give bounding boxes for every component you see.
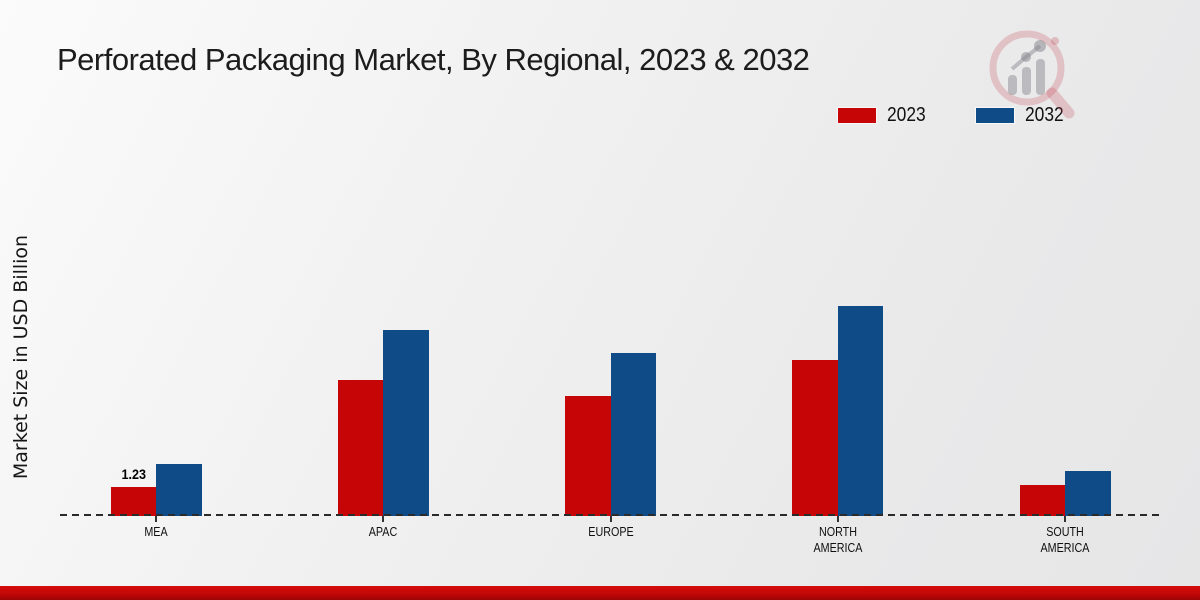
legend-label-2032: 2032	[1024, 104, 1064, 126]
bar-2032-apac	[383, 330, 429, 516]
footer-accent-band	[0, 586, 1200, 600]
bar-2023-south	[1019, 485, 1065, 516]
bar-2032-north	[837, 306, 884, 516]
x-tick-label-mea: MEA	[144, 525, 168, 539]
x-axis-tick-europe	[609, 516, 612, 522]
legend: 2023 2032	[838, 104, 1069, 127]
bar-2023-mea	[110, 487, 156, 516]
x-tick-label-south: SOUTH AMERICA	[1040, 525, 1090, 555]
x-tick-label-north: NORTH AMERICA	[813, 525, 863, 555]
x-axis-baseline	[60, 514, 1160, 516]
legend-swatch-2032	[975, 108, 1014, 123]
bar-2032-europe	[610, 353, 656, 516]
chart-title: Perforated Packaging Market, By Regional…	[57, 42, 810, 77]
bar-2032-south	[1065, 471, 1111, 516]
bar-2023-apac	[337, 380, 384, 516]
legend-label-2023: 2023	[887, 104, 926, 126]
legend-item-2032: 2032	[975, 104, 1070, 127]
value-label-2023-mea: 1.23	[120, 466, 146, 482]
x-tick-label-europe: EUROPE	[587, 525, 634, 539]
bar-2023-north	[792, 360, 838, 516]
x-axis-tick-south	[1064, 516, 1066, 522]
x-axis-tick-north	[836, 516, 839, 522]
bar-2032-mea	[156, 464, 202, 516]
magnifier-bar-chart-logo-icon	[989, 30, 1075, 119]
bar-2023-europe	[565, 396, 611, 516]
x-axis-tick-mea	[155, 516, 157, 522]
x-axis-tick-apac	[382, 516, 385, 522]
x-tick-label-apac: APAC	[369, 525, 398, 539]
legend-item-2023: 2023	[838, 104, 932, 127]
legend-swatch-2023	[838, 108, 876, 123]
